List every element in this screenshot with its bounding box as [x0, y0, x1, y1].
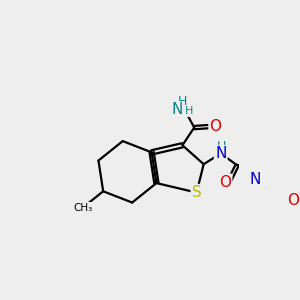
- Text: O: O: [219, 175, 231, 190]
- Text: H: H: [185, 106, 193, 116]
- Text: H: H: [178, 95, 187, 108]
- Text: O: O: [287, 194, 299, 208]
- Text: N: N: [215, 146, 226, 161]
- Text: H: H: [217, 140, 226, 153]
- Text: N: N: [249, 172, 261, 187]
- Text: CH₃: CH₃: [73, 203, 92, 213]
- Text: O: O: [209, 119, 221, 134]
- Text: S: S: [192, 185, 202, 200]
- Text: N: N: [171, 102, 182, 117]
